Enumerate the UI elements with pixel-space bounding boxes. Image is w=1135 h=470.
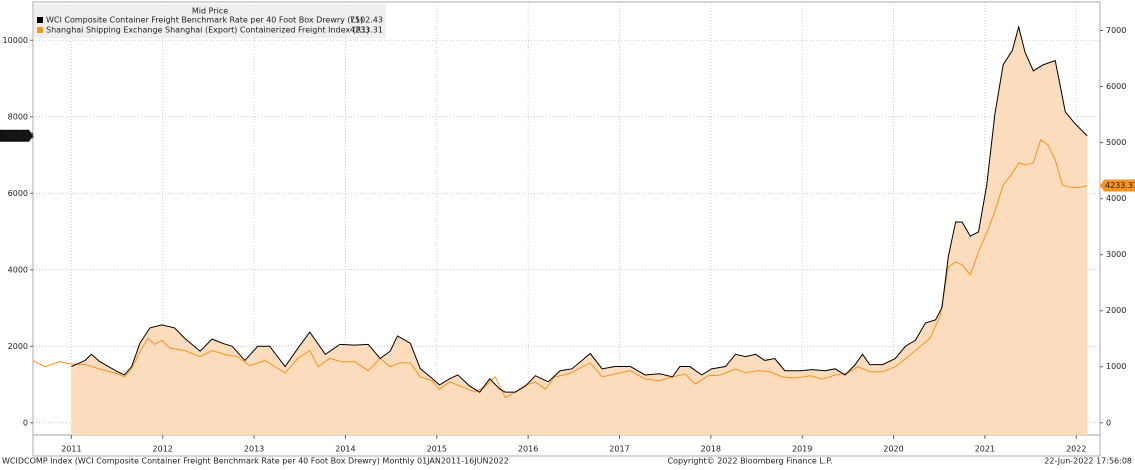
y2-tick-label: 6000 — [1106, 82, 1126, 91]
legend-swatch — [37, 27, 43, 33]
x-tick-label: 2016 — [518, 445, 538, 454]
legend-value: 7502.43 — [350, 16, 383, 25]
y2-tick-label: 5000 — [1106, 138, 1126, 147]
y-tick-label: 4000 — [8, 265, 28, 274]
y-tick-label: 2000 — [8, 342, 28, 351]
legend-label: Shanghai Shipping Exchange Shanghai (Exp… — [46, 26, 370, 35]
legend-value: 4233.31 — [350, 26, 383, 35]
footer-left: WCIDCOMP Index (WCI Composite Container … — [2, 457, 509, 466]
y2-tick-label: 1000 — [1106, 362, 1126, 371]
y2-tick-label: 2000 — [1106, 306, 1126, 315]
x-tick-label: 2012 — [153, 445, 173, 454]
x-tick-label: 2020 — [883, 445, 903, 454]
x-tick-label: 2013 — [244, 445, 264, 454]
area — [71, 26, 1088, 436]
line — [32, 139, 1088, 399]
y-tick-label: 0 — [23, 418, 28, 427]
last-value-label: 4233.31 — [1105, 181, 1135, 190]
last-value-label: 7502.43 — [1, 131, 34, 140]
x-tick-label: 2022 — [1066, 445, 1086, 454]
footer-right: 22-Jun-2022 17:56:08 — [1044, 457, 1132, 466]
x-tick-label: 2015 — [427, 445, 447, 454]
x-tick-label: 2018 — [701, 445, 721, 454]
footer-center: Copyright© 2022 Bloomberg Finance L.P. — [668, 457, 833, 466]
y-tick-label: 8000 — [8, 112, 28, 121]
y2-tick-label: 7000 — [1106, 26, 1126, 35]
x-tick-label: 2021 — [975, 445, 995, 454]
last-value-tag — [0, 129, 33, 142]
x-tick-label: 2014 — [335, 445, 355, 454]
line — [71, 24, 1088, 393]
y2-tick-label: 3000 — [1106, 250, 1126, 259]
y2-tick-label: 0 — [1106, 418, 1111, 427]
legend: Mid Price WCI Composite Container Freigh… — [34, 4, 386, 38]
x-tick-label: 2019 — [792, 445, 812, 454]
x-tick-label: 2011 — [61, 445, 81, 454]
legend-label: WCI Composite Container Freight Benchmar… — [46, 16, 363, 25]
mark-layer — [32, 24, 1088, 436]
legend-box — [34, 4, 386, 38]
legend-swatch — [37, 17, 43, 23]
y2-tick-label: 4000 — [1106, 194, 1126, 203]
x-axis-band — [32, 434, 1101, 457]
last-value-tag — [1100, 179, 1135, 192]
y-tick-label: 6000 — [8, 189, 28, 198]
x-tick-label: 2017 — [609, 445, 629, 454]
legend-title: Mid Price — [192, 7, 228, 16]
y-tick-label: 10000 — [3, 36, 28, 45]
